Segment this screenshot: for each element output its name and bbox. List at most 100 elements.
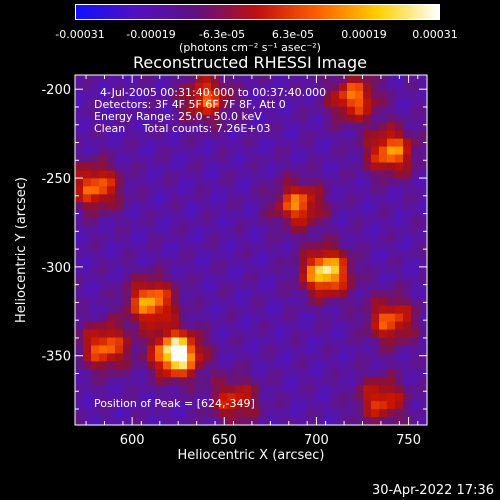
heatmap-cell xyxy=(187,130,196,140)
heatmap-cell xyxy=(347,98,356,108)
heatmap-cell xyxy=(379,265,388,275)
heatmap-cell xyxy=(259,305,268,315)
heatmap-cell xyxy=(307,154,316,164)
heatmap-cell xyxy=(379,146,388,156)
heatmap-cell xyxy=(315,226,324,235)
heatmap-cell xyxy=(307,377,316,386)
annotations: 4-Jul-2005 00:31:40.000 to 00:37:40.000D… xyxy=(94,86,326,410)
heatmap-cell xyxy=(155,75,164,84)
heatmap-cell xyxy=(155,170,164,180)
heatmap-cell xyxy=(235,297,244,307)
heatmap-cell xyxy=(363,377,372,386)
heatmap-cell xyxy=(203,313,212,323)
y-tick-label: -250 xyxy=(41,172,71,187)
heatmap-cell xyxy=(331,385,340,394)
heatmap-cell xyxy=(115,154,124,164)
heatmap-cell xyxy=(163,178,172,187)
heatmap-cell xyxy=(171,361,180,370)
heatmap-cell xyxy=(171,329,180,339)
heatmap-cell xyxy=(323,82,332,92)
heatmap-cell xyxy=(251,75,260,84)
heatmap-cell xyxy=(155,337,164,347)
heatmap-cell xyxy=(91,210,100,219)
heatmap-cell xyxy=(395,226,404,235)
annotation-line: Detectors: 3F 4F 5F 6F 7F 8F, Att 0 xyxy=(94,98,286,111)
heatmap-cell xyxy=(211,297,220,307)
heatmap-cell xyxy=(211,146,220,156)
heatmap-cell xyxy=(347,178,356,187)
heatmap-cell xyxy=(355,273,364,283)
heatmap-cell xyxy=(91,289,100,299)
heatmap-cell xyxy=(131,178,140,187)
heatmap-cell xyxy=(299,409,308,418)
heatmap-cell xyxy=(331,417,340,426)
heatmap-cell xyxy=(163,210,172,219)
heatmap-cell xyxy=(259,75,268,84)
heatmap-cell xyxy=(91,106,100,116)
heatmap-cell xyxy=(267,273,276,283)
heatmap-cell xyxy=(235,106,244,116)
heatmap-cell xyxy=(387,409,396,418)
heatmap-cell xyxy=(339,218,348,227)
heatmap-cell xyxy=(163,321,172,331)
colorbar-tick-label: -0.00031 xyxy=(55,28,105,41)
heatmap-cell xyxy=(107,218,116,227)
heatmap-cell xyxy=(323,321,332,331)
heatmap-cell xyxy=(243,210,252,219)
heatmap-cell xyxy=(347,321,356,331)
heatmap-cell xyxy=(155,202,164,211)
heatmap-cell xyxy=(291,242,300,251)
heatmap-cell xyxy=(363,321,372,331)
heatmap-cell xyxy=(147,313,156,323)
heatmap-cell xyxy=(363,218,372,227)
heatmap-cell xyxy=(395,281,404,291)
heatmap-cell xyxy=(243,170,252,180)
colorbar-units: (photons cm⁻² s⁻¹ asec⁻²) xyxy=(179,41,321,54)
heatmap-cell xyxy=(147,353,156,362)
heatmap-cell xyxy=(243,313,252,323)
heatmap-cell xyxy=(387,385,396,394)
heatmap-cell xyxy=(75,321,84,331)
heatmap-cell xyxy=(379,106,388,116)
heatmap-cell xyxy=(251,210,260,219)
heatmap-cell xyxy=(291,130,300,140)
heatmap-cell xyxy=(403,377,412,386)
heatmap-cell xyxy=(419,289,428,299)
heatmap-cell xyxy=(243,106,252,116)
heatmap-cell xyxy=(195,234,204,243)
heatmap-cell xyxy=(147,369,156,378)
heatmap-cell xyxy=(107,234,116,243)
heatmap-cell xyxy=(235,281,244,291)
heatmap-cell xyxy=(251,401,260,410)
heatmap-cell xyxy=(235,257,244,267)
heatmap-cell xyxy=(107,337,116,347)
heatmap-cell xyxy=(267,281,276,291)
heatmap-cell xyxy=(379,90,388,100)
heatmap-cell xyxy=(83,242,92,251)
heatmap-cell xyxy=(363,82,372,92)
heatmap-cell xyxy=(227,170,236,180)
heatmap-cell xyxy=(275,114,284,124)
heatmap-cell xyxy=(155,90,164,100)
heatmap-cell xyxy=(243,186,252,195)
heatmap-cell xyxy=(155,154,164,164)
heatmap-cell xyxy=(291,218,300,227)
heatmap-cell xyxy=(147,218,156,227)
heatmap-cell xyxy=(243,146,252,156)
heatmap-cell xyxy=(155,361,164,370)
heatmap-cell xyxy=(267,393,276,402)
heatmap-cell xyxy=(219,385,228,394)
heatmap-cell xyxy=(283,401,292,410)
heatmap-cell xyxy=(299,162,308,172)
heatmap-cell xyxy=(363,345,372,355)
heatmap-cell xyxy=(419,82,428,92)
heatmap-cell xyxy=(371,234,380,243)
heatmap-cell xyxy=(187,114,196,124)
heatmap-cell xyxy=(107,210,116,219)
heatmap-cell xyxy=(331,257,340,267)
heatmap-cell xyxy=(187,226,196,235)
heatmap-cell xyxy=(243,377,252,386)
heatmap-cell xyxy=(251,377,260,386)
heatmap-cell xyxy=(259,138,268,148)
heatmap-cell xyxy=(347,138,356,148)
